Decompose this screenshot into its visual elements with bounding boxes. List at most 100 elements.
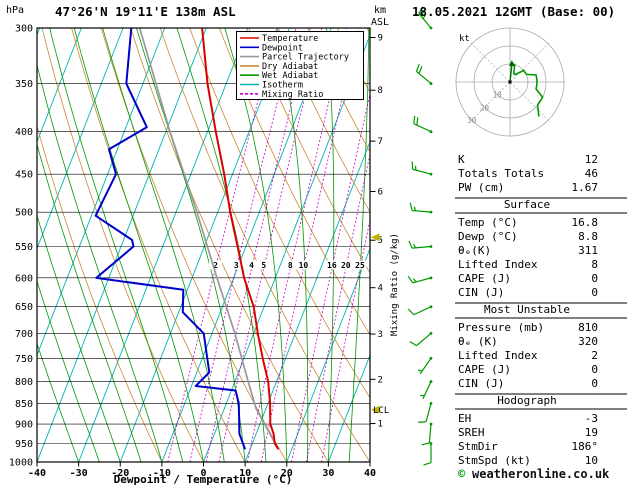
wind-barb-staff — [413, 306, 432, 316]
table-row-label: Pressure (mb) — [458, 321, 544, 334]
wind-barb-full — [413, 115, 416, 124]
wind-barb — [421, 422, 433, 446]
mixing-ratio-label-bg — [296, 260, 310, 270]
table-row-label: CAPE (J) — [458, 272, 511, 285]
wind-barb — [413, 115, 433, 134]
mixing-ratio-value-label: 3 — [234, 261, 239, 270]
wind-barb-full — [418, 6, 424, 14]
table-row-value: -3 — [585, 412, 598, 425]
temperature-curve — [201, 28, 280, 450]
wind-barb-full — [423, 461, 432, 466]
table-row-value: 10 — [585, 454, 598, 467]
mixing-ratio-label-bg — [283, 260, 297, 270]
table-row-value: 0 — [591, 272, 598, 285]
temp-tick-label: 40 — [364, 468, 376, 479]
isotherm-line — [37, 28, 207, 462]
isotherm-line — [327, 354, 370, 462]
wind-barb — [409, 202, 433, 214]
wind-barb-full — [415, 63, 420, 72]
table-row-value: 1.67 — [572, 181, 599, 194]
dry-adiabat-line — [248, 28, 370, 274]
wind-barb — [411, 161, 433, 176]
km-tick-label: 1 — [378, 420, 383, 430]
wind-barb-full — [409, 202, 413, 211]
wind-barb-full — [421, 442, 430, 446]
hodo-ring — [473, 45, 547, 119]
pressure-tick-label: 300 — [15, 24, 33, 35]
dewpoint-curve — [94, 28, 247, 450]
mixing-ratio-line — [218, 28, 323, 462]
table-row-value: 311 — [578, 244, 598, 257]
wind-barb — [420, 380, 433, 400]
wind-barb-staff — [428, 423, 432, 444]
km-tick-label: 9 — [378, 33, 383, 43]
pressure-tick-label: 600 — [15, 273, 33, 284]
dry-adiabat-line — [41, 28, 204, 462]
temp-tick-label: -10 — [153, 468, 171, 479]
table-section-header: Surface — [504, 198, 550, 211]
station-title: 47°26'N 19°11'E 138m ASL — [55, 4, 236, 19]
table-row-value: 16.8 — [572, 216, 599, 229]
table-row-label: θₑ(K) — [458, 244, 491, 257]
asl-axis-label: ASL — [371, 17, 389, 28]
mixing-ratio-line — [246, 28, 347, 462]
km-tick-label: 8 — [378, 86, 383, 96]
pressure-tick-label: 900 — [15, 420, 33, 431]
table-row-label: Dewp (°C) — [458, 230, 518, 243]
lcl-label: LCL — [373, 406, 389, 416]
legend-item-label: Dry Adiabat — [262, 62, 318, 72]
table-row-value: 0 — [591, 363, 598, 376]
hodo-ring-label: 30 — [467, 116, 477, 125]
pressure-tick-label: 800 — [15, 377, 33, 388]
mixing-ratio-value-label: 2 — [213, 261, 218, 270]
mixing-ratio-axis-label: Mixing Ratio (g/kg) — [390, 233, 400, 336]
mixing-ratio-line — [291, 92, 370, 462]
table-row-value: 0 — [591, 377, 598, 390]
wind-barb-full — [418, 65, 423, 74]
table-row-label: EH — [458, 412, 471, 425]
table-row-value: 0 — [591, 286, 598, 299]
mixing-ratio-value-label: 25 — [355, 261, 365, 270]
dry-adiabat-line — [307, 28, 370, 153]
mixing-ratio-line — [321, 217, 370, 462]
pressure-tick-label: 1000 — [9, 458, 33, 469]
table-row-label: PW (cm) — [458, 181, 504, 194]
mixing-ratio-line — [306, 152, 370, 462]
km-axis-label: km — [374, 5, 386, 16]
mixing-ratio-value-label: 16 — [327, 261, 337, 270]
isotherm-line — [37, 28, 166, 357]
legend-item-label: Isotherm — [262, 81, 303, 91]
km-tick-label: 5 — [378, 236, 383, 246]
mixing-ratio-label-bg — [257, 260, 271, 270]
copyright-symbol: © — [458, 467, 466, 481]
hodo-ring-label: 10 — [493, 91, 503, 100]
isotherm-line — [161, 28, 332, 462]
temp-tick-label: 30 — [322, 468, 334, 479]
table-row-label: SREH — [458, 426, 485, 439]
isotherm-line — [37, 28, 82, 144]
mixing-ratio-label-bg — [229, 260, 243, 270]
wind-barb-full — [409, 340, 417, 347]
mixing-ratio-label-bg — [325, 260, 339, 270]
profiles — [94, 28, 280, 450]
table-row-value: 186° — [572, 440, 599, 453]
wind-barb-staff — [416, 332, 432, 347]
wind-barb — [408, 240, 433, 249]
table-section-header: Most Unstable — [484, 303, 570, 316]
table-row-label: CAPE (J) — [458, 363, 511, 376]
level-marker-arrow — [371, 405, 380, 414]
wind-barb-column — [407, 6, 433, 466]
parcel-trajectory-curve — [138, 28, 280, 450]
table-row-label: Lifted Index — [458, 258, 538, 271]
storm-motion-arrowhead — [508, 60, 515, 67]
wind-barb — [415, 63, 433, 85]
wind-barb-full — [407, 275, 414, 284]
temp-tick-label: -40 — [28, 468, 46, 479]
mixing-ratio-label-bg — [353, 260, 367, 270]
isotherm-line — [119, 28, 290, 462]
copyright-text: weatheronline.co.uk — [472, 467, 610, 481]
wind-barb-staff — [425, 403, 432, 422]
isotherm-line — [78, 28, 249, 462]
wind-barb — [418, 402, 433, 423]
